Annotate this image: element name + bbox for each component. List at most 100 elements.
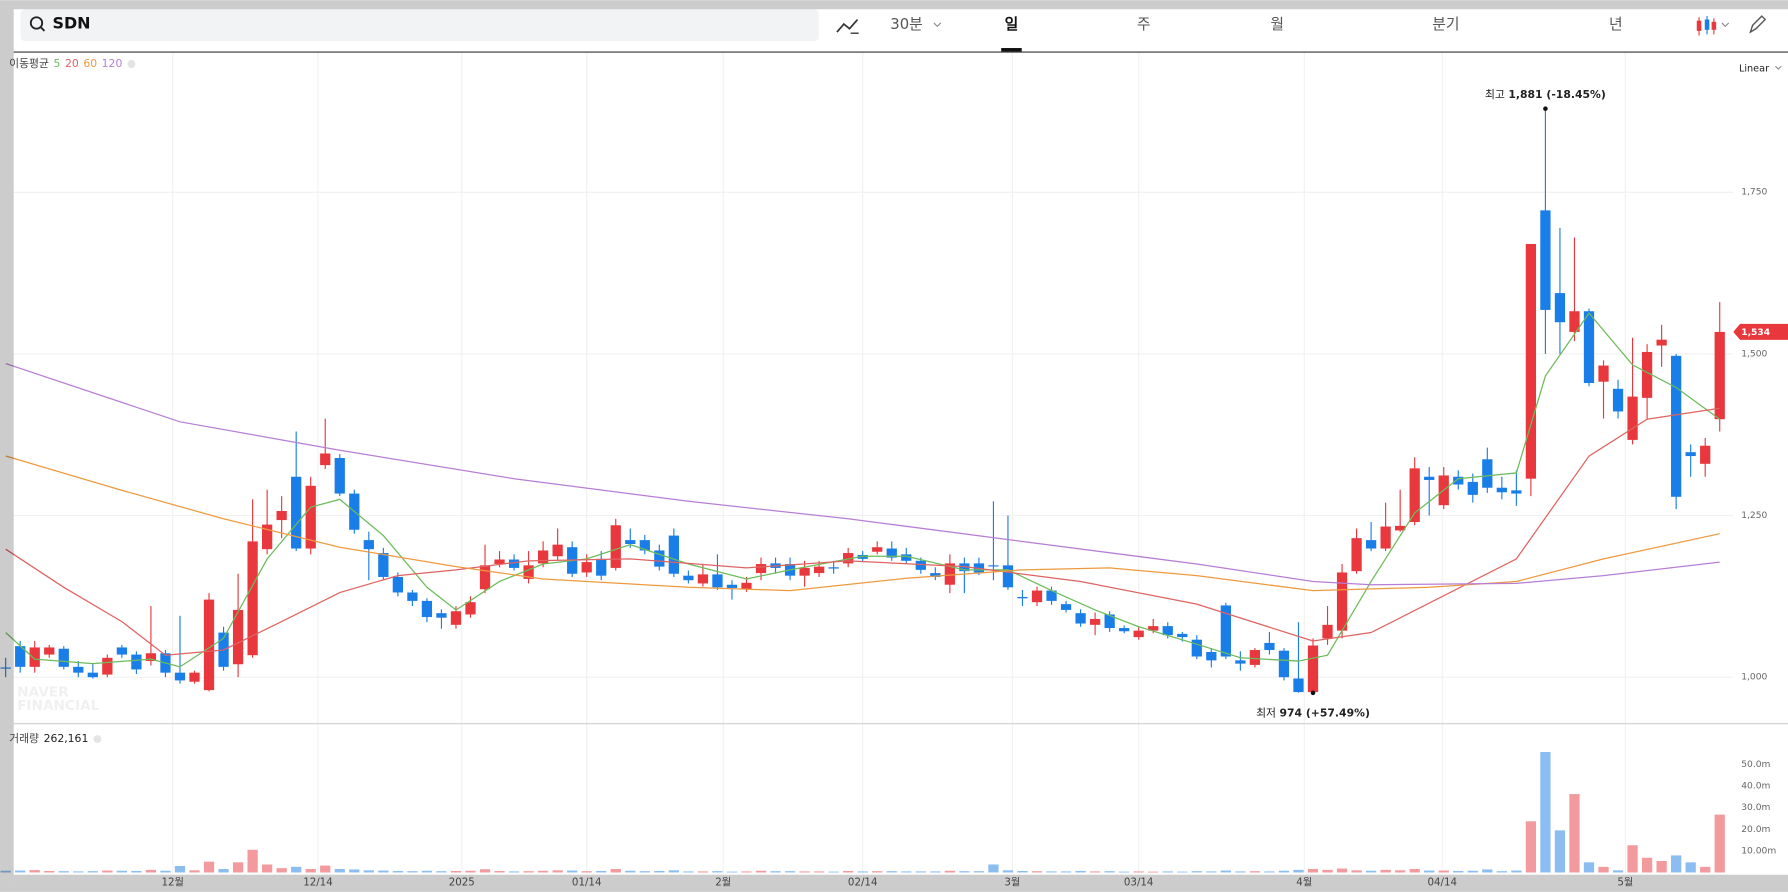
volume-bar: [1380, 869, 1391, 873]
volume-bar: [1496, 871, 1507, 873]
front-layer: 30분 일 주 월 분기 년 12월 12/14 2025 01/14 2월 02/14 3월 03/14…: [9, 16, 1788, 889]
extreme-label: 최저: [1256, 706, 1276, 719]
volume-bar: [1395, 870, 1406, 873]
candle-body: [1496, 487, 1507, 493]
legend-entry: 120: [102, 57, 123, 70]
search-box[interactable]: [20, 9, 819, 42]
period-tab[interactable]: 년: [1609, 16, 1623, 33]
candle-body: [1148, 626, 1159, 631]
label-layer: 1,000 1,250 1,500 1,750 10.00m 20.0m 30.0m 40.0…: [17, 188, 1776, 857]
x-tick-label: 4월: [1296, 877, 1312, 889]
volume-bar: [523, 871, 534, 873]
volume-bar: [1264, 871, 1275, 873]
candle-body: [1612, 388, 1624, 412]
candle-body: [1104, 614, 1115, 629]
volume-bar: [174, 865, 186, 873]
period-tab[interactable]: 월: [1270, 16, 1284, 33]
volume-bar: [1656, 861, 1667, 873]
candle-body: [276, 511, 287, 521]
legend-close[interactable]: [127, 60, 136, 68]
candle-body: [712, 574, 723, 588]
volume-bar: [73, 871, 84, 873]
candle-body: [378, 553, 389, 577]
volume-layer: [0, 751, 1725, 873]
volume-bar: [15, 870, 26, 873]
volume-bar: [1220, 870, 1231, 873]
candle-body: [930, 573, 941, 577]
volume-bar: [1641, 857, 1653, 873]
volume-bar: [378, 870, 389, 873]
candle-body: [813, 566, 825, 574]
volume-bar: [1119, 871, 1130, 873]
volume-bar: [349, 869, 360, 873]
chevron: [1721, 22, 1730, 28]
period-tab[interactable]: 일: [1005, 16, 1019, 33]
scale-toggle[interactable]: Linear: [1739, 64, 1769, 75]
chart-type-icon[interactable]: [1696, 16, 1717, 36]
moving-average-line: [5, 312, 1721, 668]
candle-body: [436, 613, 447, 618]
extreme-annotation: 최고 1,881 (-18.45%): [1485, 88, 1606, 101]
volume-bar: [930, 871, 941, 873]
candle-body: [523, 565, 534, 579]
candle-body: [1569, 311, 1580, 332]
volume-bar: [465, 870, 476, 873]
period-tab[interactable]: 30분: [890, 16, 922, 33]
x-tick-label: 12월: [161, 877, 183, 889]
candle-body: [44, 647, 55, 655]
y-tick-label: 1,750: [1741, 188, 1767, 198]
candle-body: [1700, 445, 1711, 464]
candle-body: [1583, 311, 1595, 383]
candle-body: [421, 600, 433, 618]
candle-body: [1554, 293, 1566, 323]
candle-body: [87, 672, 98, 678]
extreme-marker: [1543, 106, 1548, 111]
period-tab[interactable]: 주: [1137, 16, 1151, 33]
candle-body: [1322, 624, 1333, 639]
volume-bar: [784, 871, 796, 873]
volume-bar: [145, 869, 157, 873]
volume-bar: [1511, 870, 1522, 873]
volume-bar: [0, 870, 11, 873]
volume-bar: [392, 870, 403, 873]
volume-bar: [872, 871, 883, 873]
candle-body: [1046, 590, 1057, 601]
indicator-icon[interactable]: [836, 18, 859, 33]
period-tab[interactable]: 분기: [1432, 16, 1459, 33]
volume-bar: [494, 870, 505, 873]
volume-bar: [1714, 814, 1725, 873]
dim-left: [0, 0, 14, 892]
candle-body: [15, 646, 26, 667]
volume-bar: [988, 864, 999, 873]
volume-tick-label: 50.0m: [1741, 760, 1770, 770]
volume-bar: [479, 869, 491, 873]
y-tick-label: 1,500: [1741, 349, 1767, 359]
volume-bar: [625, 870, 636, 873]
volume-bar: [712, 871, 723, 873]
chevron: [1775, 65, 1782, 70]
search-icon: [29, 16, 44, 30]
volume-bar: [828, 871, 839, 873]
x-tick-label: 3월: [1004, 877, 1020, 889]
candle-body: [1278, 650, 1290, 678]
volume-tick-label: 20.0m: [1741, 825, 1770, 835]
volume-bar: [1235, 871, 1246, 873]
candle-body: [1598, 365, 1609, 382]
search-text[interactable]: SDN: [52, 14, 90, 33]
volume-bar: [1467, 870, 1478, 873]
legend-close[interactable]: [93, 735, 102, 744]
volume-bar: [1438, 870, 1449, 873]
candle-body: [697, 574, 709, 584]
volume-bar: [160, 870, 171, 873]
candle-body: [320, 453, 331, 466]
candle-body: [102, 657, 113, 675]
extreme-annotation: 최저 974 (+57.49%): [1256, 706, 1370, 719]
volume-bar: [741, 871, 752, 873]
volume-bar: [189, 870, 200, 873]
volume-bar: [450, 870, 462, 873]
candle-body: [479, 565, 491, 590]
volume-bar: [1554, 830, 1566, 873]
candle-body: [1089, 618, 1101, 625]
candle-body: [1365, 540, 1377, 549]
draw-icon[interactable]: [1749, 15, 1767, 34]
